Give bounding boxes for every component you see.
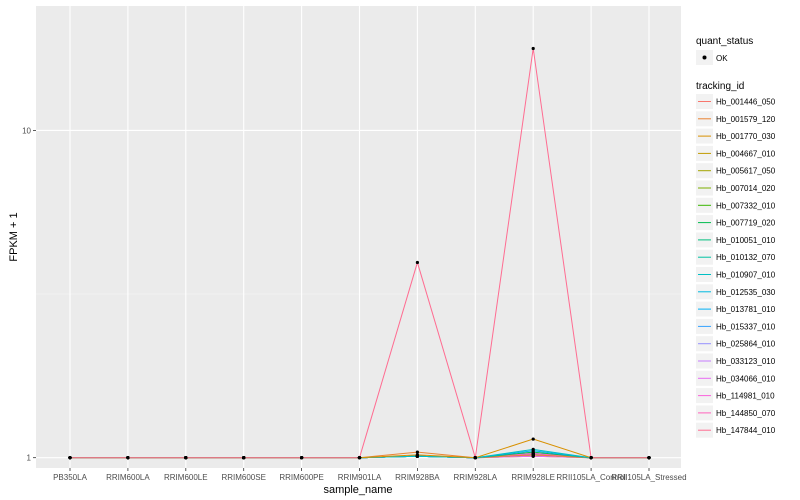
plot-panel: [36, 6, 681, 468]
x-tick-label: RRIM600LA: [106, 473, 150, 482]
data-point: [415, 450, 419, 454]
legend-label-Hb_010907_010: Hb_010907_010: [716, 271, 776, 280]
data-point: [184, 456, 188, 460]
y-tick-label: 10: [22, 126, 31, 135]
y-tick-label: 1: [27, 454, 32, 463]
legend-items: Hb_001446_050 Hb_001579_120 Hb_001770_030 H…: [696, 94, 776, 438]
legend-label-Hb_001579_120: Hb_001579_120: [716, 115, 776, 124]
data-point: [473, 456, 477, 460]
legend-label-Hb_001446_050: Hb_001446_050: [716, 98, 776, 107]
axes: 1 10 PB350LA RRIM600LA RRIM600LE RRIM600SE RRI…: [22, 126, 686, 482]
legend-label-Hb_007332_010: Hb_007332_010: [716, 201, 776, 210]
legend-label-Hb_147844_010: Hb_147844_010: [716, 426, 776, 435]
data-point: [357, 456, 362, 460]
legend-point-ok-icon: [702, 55, 707, 60]
x-tick-label: RRIM600SE: [221, 473, 265, 482]
legend-label-Hb_005617_050: Hb_005617_050: [716, 167, 776, 176]
data-point: [415, 454, 419, 458]
data-point: [531, 46, 535, 51]
legend-label-Hb_012535_030: Hb_012535_030: [716, 288, 776, 297]
x-tick-label: RRIM600LE: [164, 473, 208, 482]
legend-label-ok: OK: [716, 54, 728, 63]
data-point: [589, 456, 593, 460]
data-points: [68, 46, 651, 460]
legend-label-Hb_010051_010: Hb_010051_010: [716, 236, 776, 245]
legend-label-Hb_004667_010: Hb_004667_010: [716, 149, 776, 158]
x-tick-label: RRIM928BA: [395, 473, 440, 482]
legend-label-Hb_010132_070: Hb_010132_070: [716, 253, 776, 262]
legend-label-Hb_001770_030: Hb_001770_030: [716, 132, 776, 141]
legend-label-Hb_114981_010: Hb_114981_010: [716, 392, 775, 401]
data-point: [531, 451, 535, 456]
legend-label-Hb_025864_010: Hb_025864_010: [716, 340, 776, 349]
legend-title-quant-status: quant_status: [696, 36, 753, 47]
grid: [36, 6, 681, 468]
legend: quant_status OK tracking_id Hb_001446_05…: [696, 36, 776, 438]
data-point: [647, 456, 651, 460]
legend-label-Hb_007719_020: Hb_007719_020: [716, 219, 776, 228]
data-point: [415, 260, 419, 265]
x-tick-label: RRII105LA_Stressed: [611, 473, 686, 482]
legend-label-Hb_144850_070: Hb_144850_070: [716, 409, 776, 418]
x-tick-label: RRII105LA_Control: [556, 473, 626, 482]
data-point: [300, 456, 304, 460]
legend-label-Hb_013781_010: Hb_013781_010: [716, 305, 776, 314]
legend-label-Hb_007014_020: Hb_007014_020: [716, 184, 776, 193]
x-tick-label: RRIM928LA: [454, 473, 498, 482]
data-point: [126, 456, 130, 460]
legend-label-Hb_015337_010: Hb_015337_010: [716, 322, 776, 331]
legend-title-tracking-id: tracking_id: [696, 81, 744, 92]
y-axis-title: FPKM + 1: [8, 212, 20, 261]
legend-label-Hb_033123_010: Hb_033123_010: [716, 357, 776, 366]
data-point: [242, 456, 246, 460]
data-point: [531, 437, 535, 441]
x-tick-label: RRIM928LE: [511, 473, 555, 482]
x-tick-label: RRIM901LA: [338, 473, 382, 482]
x-tick-label: PB350LA: [53, 473, 87, 482]
data-point: [68, 456, 72, 460]
x-axis-title: sample_name: [323, 484, 392, 496]
legend-label-Hb_034066_010: Hb_034066_010: [716, 374, 776, 383]
data-point: [531, 449, 535, 453]
x-tick-label: RRIM600PE: [279, 473, 323, 482]
